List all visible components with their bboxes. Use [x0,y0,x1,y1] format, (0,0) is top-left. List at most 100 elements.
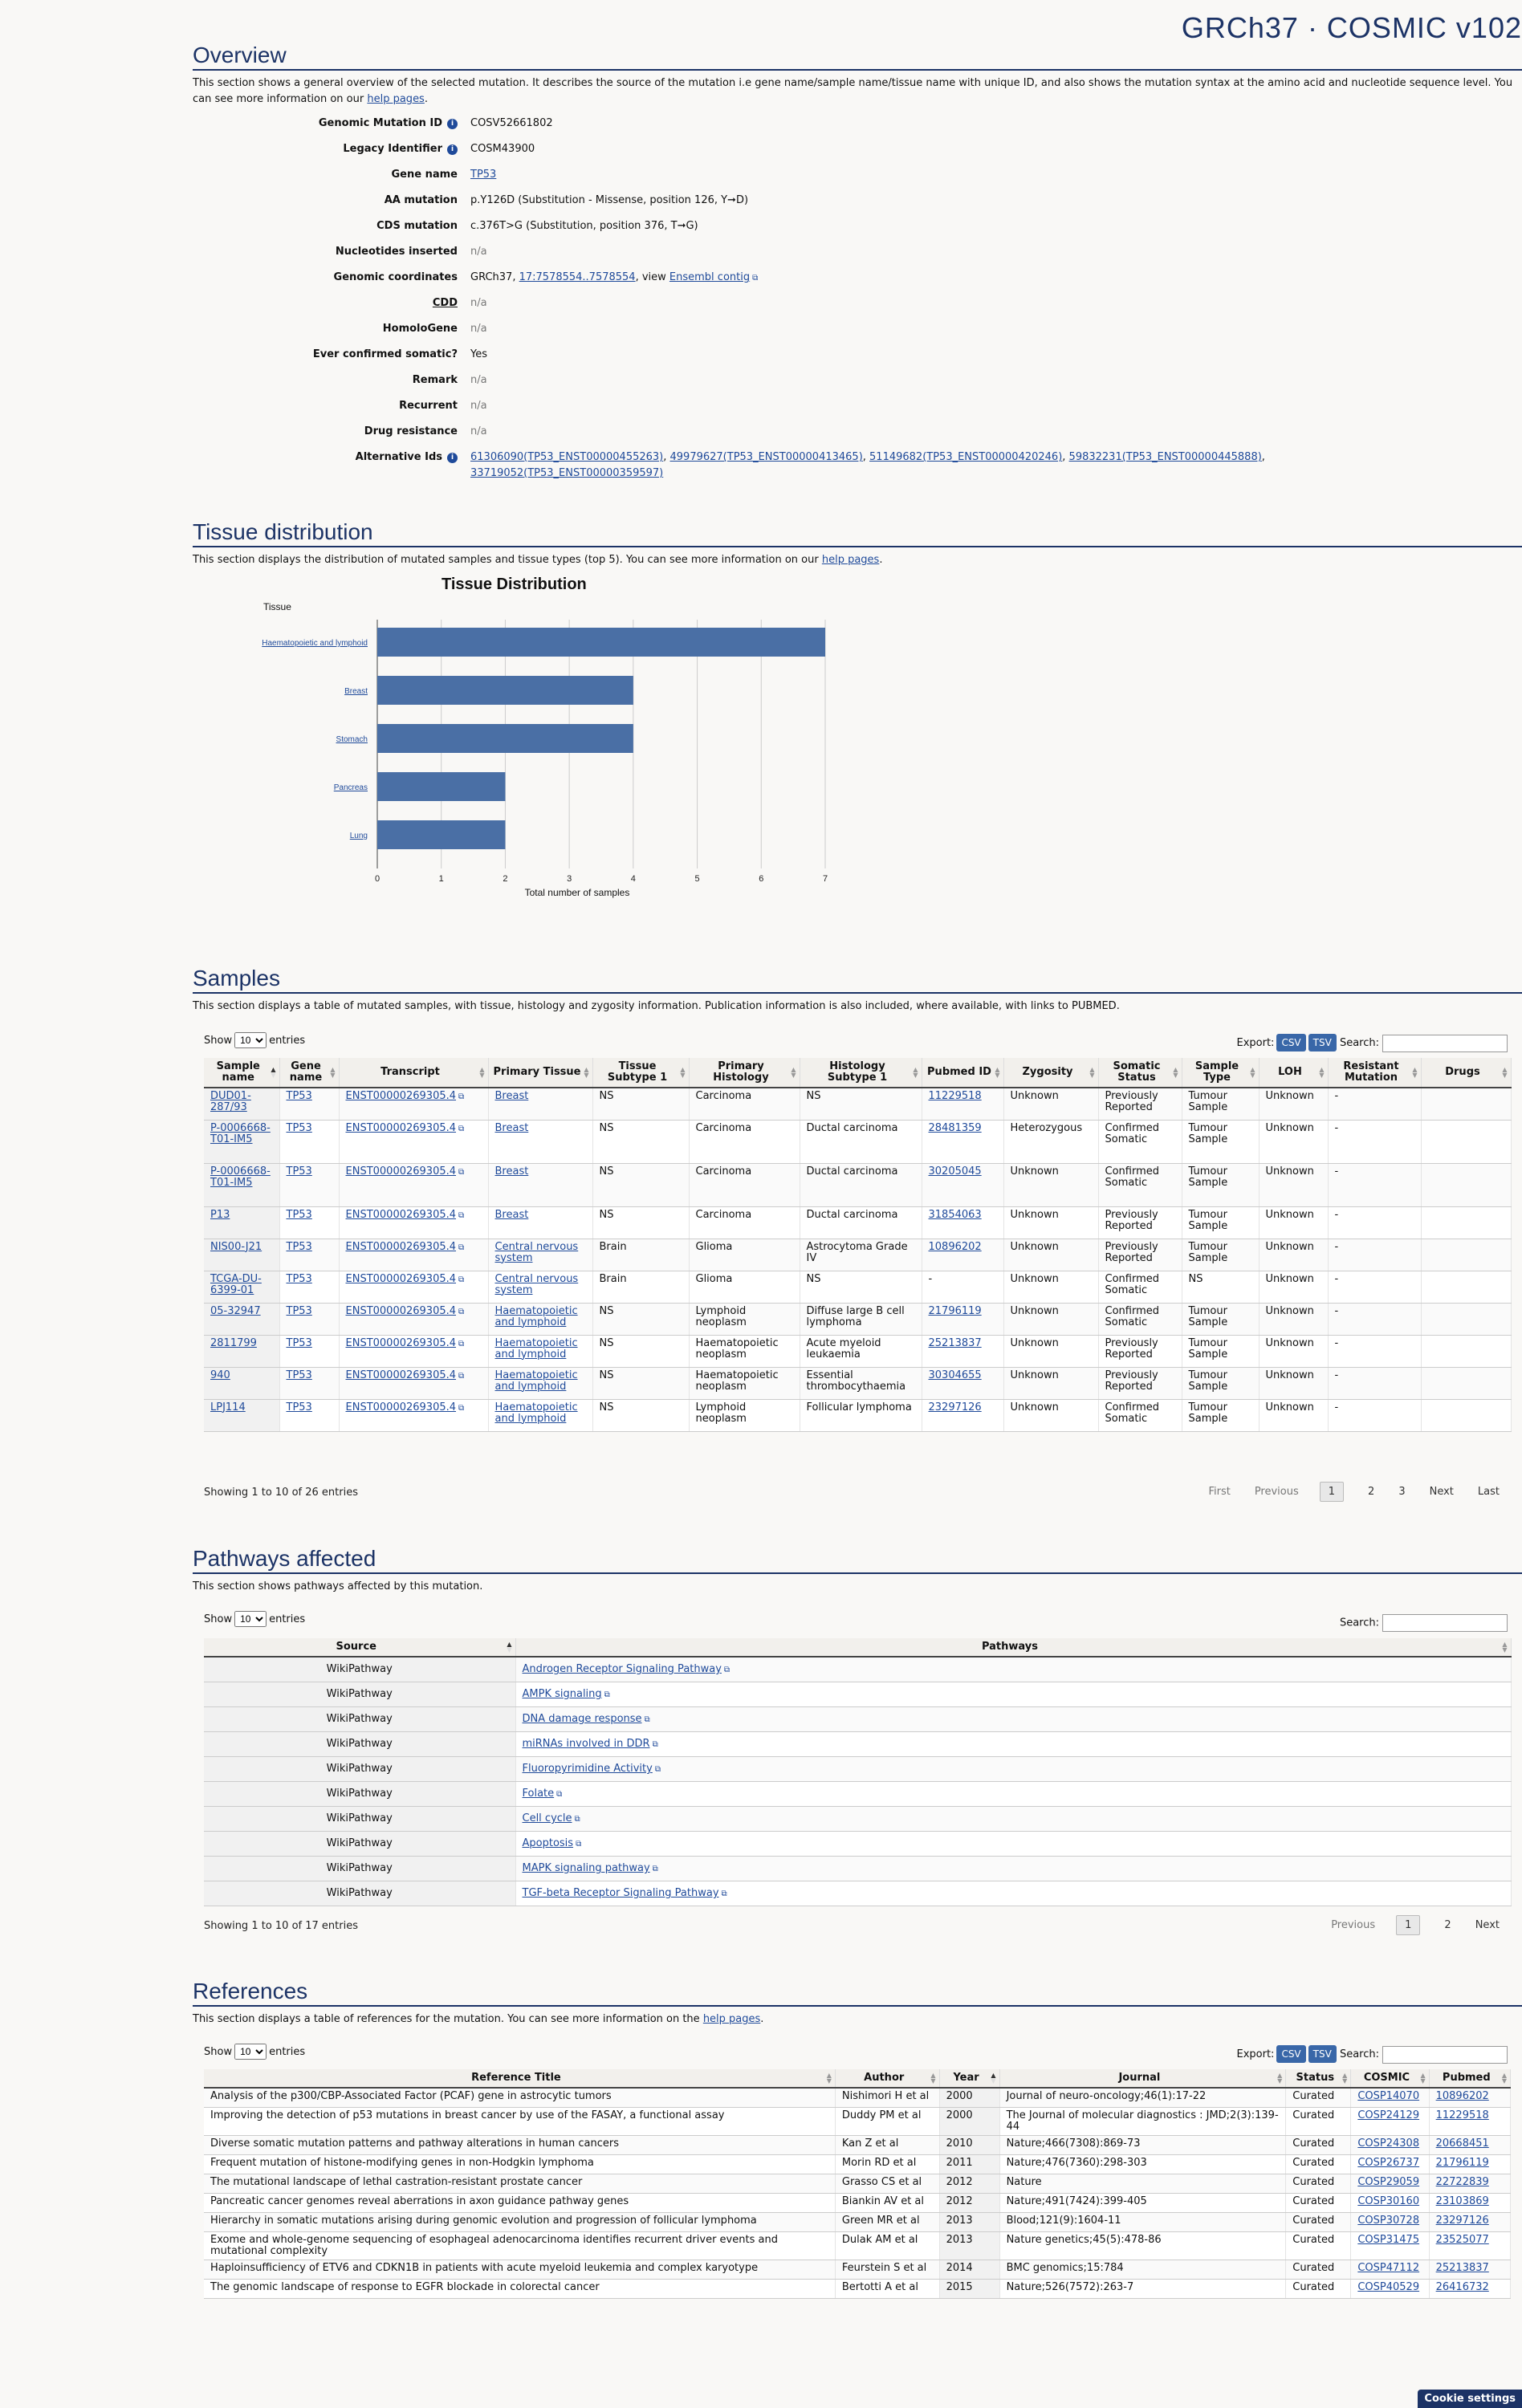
gene-name-link[interactable]: TP53 [470,169,497,181]
table-cell-link[interactable]: P-0006668-T01-IM5 [210,1165,271,1189]
table-cell-link[interactable]: miRNAs involved in DDR [522,1738,650,1750]
genomic-coordinates-link[interactable]: 17:7578554..7578554 [519,271,636,283]
table-cell-link[interactable]: Folate [522,1788,555,1800]
table-cell-link[interactable]: 2811799 [210,1336,257,1349]
table-cell-link[interactable]: COSP31475 [1357,2233,1420,2246]
table-cell-link[interactable]: COSP24129 [1357,2109,1420,2121]
info-icon[interactable]: i [447,119,458,129]
table-cell-link[interactable]: 05-32947 [210,1304,261,1317]
pager-next-button[interactable]: Next [1429,1486,1454,1498]
table-cell-link[interactable]: DUD01-287/93 [210,1090,251,1113]
column-header[interactable]: Somatic Status ▲ ▼ [1098,1058,1182,1088]
pager-page-button[interactable]: 3 [1398,1486,1406,1498]
column-header[interactable]: Status ▲ ▼ [1285,2069,1352,2089]
table-cell-link[interactable]: 21796119 [928,1304,982,1317]
pager-first-button[interactable]: First [1208,1486,1231,1498]
pager-page-button[interactable]: 1 [1396,1915,1421,1935]
samples-page-size-select[interactable]: 10 [234,1032,267,1048]
table-cell-link[interactable]: COSP29059 [1357,2175,1420,2188]
column-header[interactable]: Pubmed ID ▲ ▼ [922,1058,1004,1088]
column-header[interactable]: Histology Subtype 1 ▲ ▼ [800,1058,922,1088]
table-cell-link[interactable]: 22722839 [1435,2175,1489,2188]
table-cell-link[interactable]: ENST00000269305.4 [345,1272,457,1285]
table-cell-link[interactable]: Central nervous system [494,1240,579,1264]
category-label-link[interactable]: Haematopoietic and lymphoid [262,639,368,648]
table-cell-link[interactable]: COSP40529 [1357,2280,1420,2293]
pager-page-button[interactable]: 2 [1368,1486,1375,1498]
bar[interactable] [377,772,506,801]
table-cell-link[interactable]: TP53 [286,1369,312,1381]
table-cell-link[interactable]: Breast [494,1165,529,1178]
table-cell-link[interactable]: ENST00000269305.4 [345,1240,457,1253]
table-cell-link[interactable]: 28481359 [928,1121,982,1134]
table-cell-link[interactable]: P13 [210,1208,230,1221]
table-cell-link[interactable]: DNA damage response [522,1713,642,1725]
table-cell-link[interactable]: TP53 [286,1336,312,1349]
table-cell-link[interactable]: 10896202 [928,1240,982,1253]
table-cell-link[interactable]: TGF-beta Receptor Signaling Pathway [522,1887,719,1899]
bar[interactable] [377,820,506,849]
table-cell-link[interactable]: TP53 [286,1401,312,1413]
column-header[interactable]: Primary Tissue ▲ ▼ [488,1058,593,1088]
column-header[interactable]: Year ▲ ▼ [939,2069,1000,2089]
column-header[interactable]: Drugs ▲ ▼ [1421,1058,1512,1088]
table-cell-link[interactable]: Haematopoietic and lymphoid [494,1304,578,1328]
table-cell-link[interactable]: Haematopoietic and lymphoid [494,1369,578,1393]
category-label-link[interactable]: Breast [344,687,368,696]
table-cell-link[interactable]: Central nervous system [494,1272,579,1296]
info-icon[interactable]: i [447,144,458,155]
table-cell-link[interactable]: Breast [494,1090,529,1102]
table-cell-link[interactable]: 21796119 [1435,2156,1489,2169]
table-cell-link[interactable]: 10896202 [1435,2090,1489,2102]
table-cell-link[interactable]: NIS00-J21 [210,1240,262,1253]
table-cell-link[interactable]: COSP26737 [1357,2156,1420,2169]
table-cell-link[interactable]: Breast [494,1121,529,1134]
column-header[interactable]: Transcript ▲ ▼ [339,1058,489,1088]
bar[interactable] [377,724,633,753]
samples-search-input[interactable] [1382,1034,1508,1052]
pager-next-button[interactable]: Next [1475,1919,1500,1931]
table-cell-link[interactable]: 11229518 [1435,2109,1489,2121]
references-help-link[interactable]: help pages [702,2013,761,2025]
pathways-page-size-select[interactable]: 10 [234,1611,267,1627]
alt-id-link[interactable]: 49979627(TP53_ENST00000413465) [669,451,863,463]
alt-id-link[interactable]: 61306090(TP53_ENST00000455263) [470,451,664,463]
csv-export-button[interactable]: CSV [1276,1034,1306,1051]
table-cell-link[interactable]: 25213837 [1435,2261,1489,2274]
table-cell-link[interactable]: P-0006668-T01-IM5 [210,1121,271,1145]
column-header[interactable]: Sample name ▲ ▼ [204,1058,280,1088]
column-header[interactable]: Sample Type ▲ ▼ [1182,1058,1260,1088]
tsv-export-button[interactable]: TSV [1308,2045,1337,2063]
table-cell-link[interactable]: ENST00000269305.4 [345,1090,457,1102]
table-cell-link[interactable]: COSP24308 [1357,2137,1420,2150]
column-header[interactable]: Gene name ▲ ▼ [279,1058,340,1088]
pathways-search-input[interactable] [1382,1614,1508,1632]
table-cell-link[interactable]: Breast [494,1208,529,1221]
table-cell-link[interactable]: ENST00000269305.4 [345,1208,457,1221]
table-cell-link[interactable]: 23297126 [1435,2214,1489,2227]
column-header[interactable]: Primary Histology ▲ ▼ [689,1058,800,1088]
table-cell-link[interactable]: 26416732 [1435,2280,1489,2293]
table-cell-link[interactable]: TP53 [286,1304,312,1317]
column-header[interactable]: Pathways ▲ ▼ [515,1638,1512,1658]
table-cell-link[interactable]: COSP14070 [1357,2090,1420,2102]
table-cell-link[interactable]: TP53 [286,1121,312,1134]
table-cell-link[interactable]: 23297126 [928,1401,982,1413]
alt-id-link[interactable]: 33719052(TP53_ENST00000359597) [470,467,664,479]
bar[interactable] [377,628,825,657]
column-header[interactable]: Zygosity ▲ ▼ [1003,1058,1099,1088]
table-cell-link[interactable]: TP53 [286,1165,312,1178]
table-cell-link[interactable]: ENST00000269305.4 [345,1336,457,1349]
alt-id-link[interactable]: 59832231(TP53_ENST00000445888) [1068,451,1262,463]
table-cell-link[interactable]: Apoptosis [522,1837,574,1849]
pager-page-button[interactable]: 1 [1319,1482,1345,1502]
column-header[interactable]: Pubmed ▲ ▼ [1429,2069,1512,2089]
table-cell-link[interactable]: ENST00000269305.4 [345,1401,457,1413]
column-header[interactable]: Journal ▲ ▼ [999,2069,1287,2089]
table-cell-link[interactable]: Haematopoietic and lymphoid [494,1336,578,1361]
table-cell-link[interactable]: 23103869 [1435,2194,1489,2207]
column-header[interactable]: Source ▲ ▼ [204,1638,516,1658]
table-cell-link[interactable]: 25213837 [928,1336,982,1349]
table-cell-link[interactable]: COSP30160 [1357,2194,1420,2207]
table-cell-link[interactable]: ENST00000269305.4 [345,1121,457,1134]
